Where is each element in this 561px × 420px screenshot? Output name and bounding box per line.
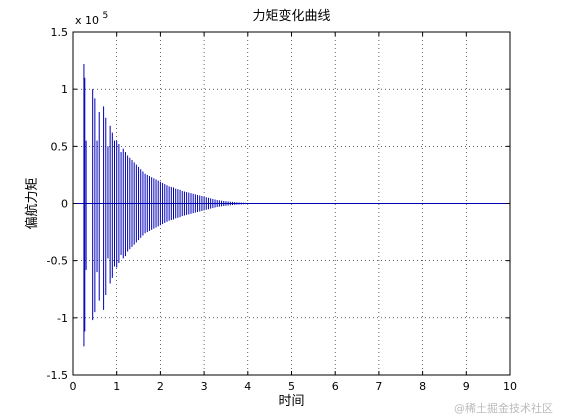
y-tick-label: 1 — [61, 83, 68, 96]
x-tick-label: 3 — [201, 380, 208, 393]
y-tick-label: -1.5 — [47, 369, 68, 382]
x-tick-label: 6 — [332, 380, 339, 393]
x-tick-label: 4 — [244, 380, 251, 393]
x-tick-label: 8 — [419, 380, 426, 393]
x-tick-label: 2 — [157, 380, 164, 393]
y-axis-exponent-power: 5 — [103, 11, 109, 21]
y-tick-label: -1 — [57, 312, 68, 325]
y-tick-label: 0 — [61, 198, 68, 211]
y-tick-label: 0.5 — [51, 140, 69, 153]
y-axis-exponent-base: x 10 — [75, 14, 99, 27]
y-tick-label: 1.5 — [51, 26, 69, 39]
x-tick-label: 7 — [375, 380, 382, 393]
y-tick-label: -0.5 — [47, 255, 68, 268]
x-tick-label: 5 — [288, 380, 295, 393]
chart-title: 力矩变化曲线 — [252, 8, 330, 24]
x-tick-label: 0 — [70, 380, 77, 393]
x-tick-label: 1 — [113, 380, 120, 393]
y-axis-label: 偏航力矩 — [24, 177, 40, 229]
x-axis-label: 时间 — [278, 394, 304, 409]
tick-layer: 0 1 2 3 4 5 6 7 8 9 10 -1.5 -1 -0.5 0 0.5 1 1.5 — [47, 26, 517, 393]
series-layer — [73, 64, 510, 347]
x-tick-label: 10 — [503, 380, 517, 393]
y-axis-exponent-label: x 10 5 — [75, 11, 108, 27]
x-tick-label: 9 — [463, 380, 470, 393]
watermark-text: @稀土掘金技术社区 — [454, 402, 553, 415]
